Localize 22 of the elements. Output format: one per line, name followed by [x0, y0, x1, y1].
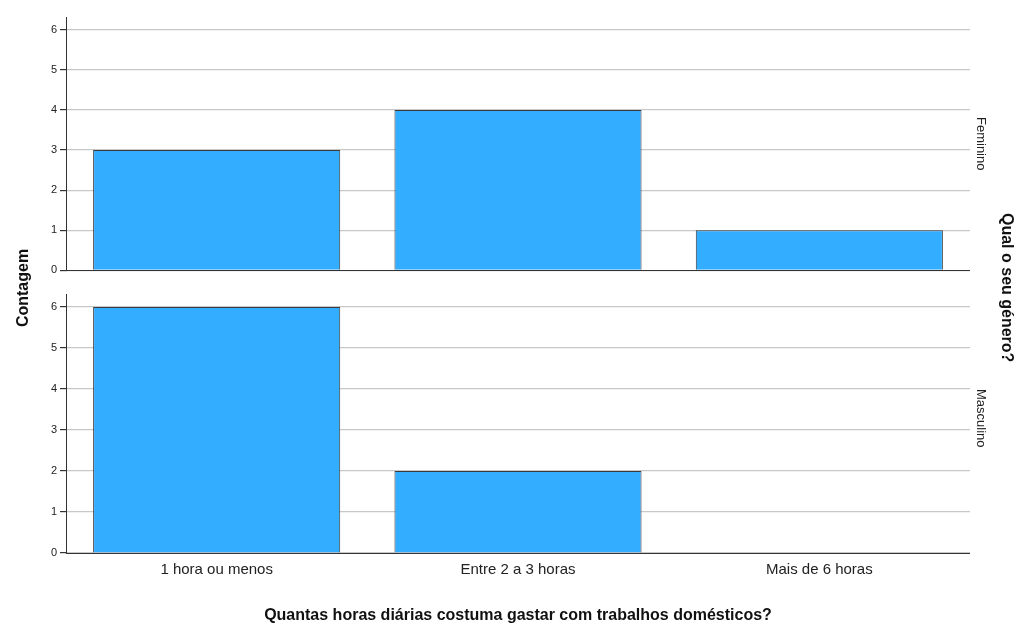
y-tick-label: 2 — [50, 464, 57, 476]
x-tick-label: Entre 2 a 3 horas — [460, 560, 576, 578]
x-tick-label: 1 hora ou menos — [160, 560, 273, 578]
y-tick-label: 0 — [50, 263, 57, 276]
y-tick-label: 6 — [50, 299, 57, 312]
y2-axis-title: Feminino — [974, 117, 989, 171]
y-tick-label: 0 — [50, 546, 57, 559]
y2-axis-title: Masculino — [974, 388, 989, 448]
y-tick-label: 5 — [50, 62, 57, 75]
y-axis-title: Contagem — [14, 248, 32, 328]
y-tick-label: 5 — [50, 340, 57, 353]
y-tick-label: 1 — [50, 223, 57, 236]
x-tick-label: Mais de 6 horas — [765, 560, 873, 578]
y-tick-label: 3 — [50, 143, 57, 156]
y-tick-label: 2 — [50, 183, 57, 196]
y-tick-label: 3 — [50, 422, 57, 435]
x-axis-title: Quantas horas diárias costuma gastar com trabalhos domésticos? — [263, 606, 773, 624]
y-tick-label: 4 — [50, 102, 57, 115]
text: Qual o seu género? — [998, 213, 1016, 363]
y-tick-label: 4 — [50, 381, 57, 394]
y-tick-label: 6 — [50, 22, 57, 35]
y-tick-label: 1 — [50, 505, 57, 518]
